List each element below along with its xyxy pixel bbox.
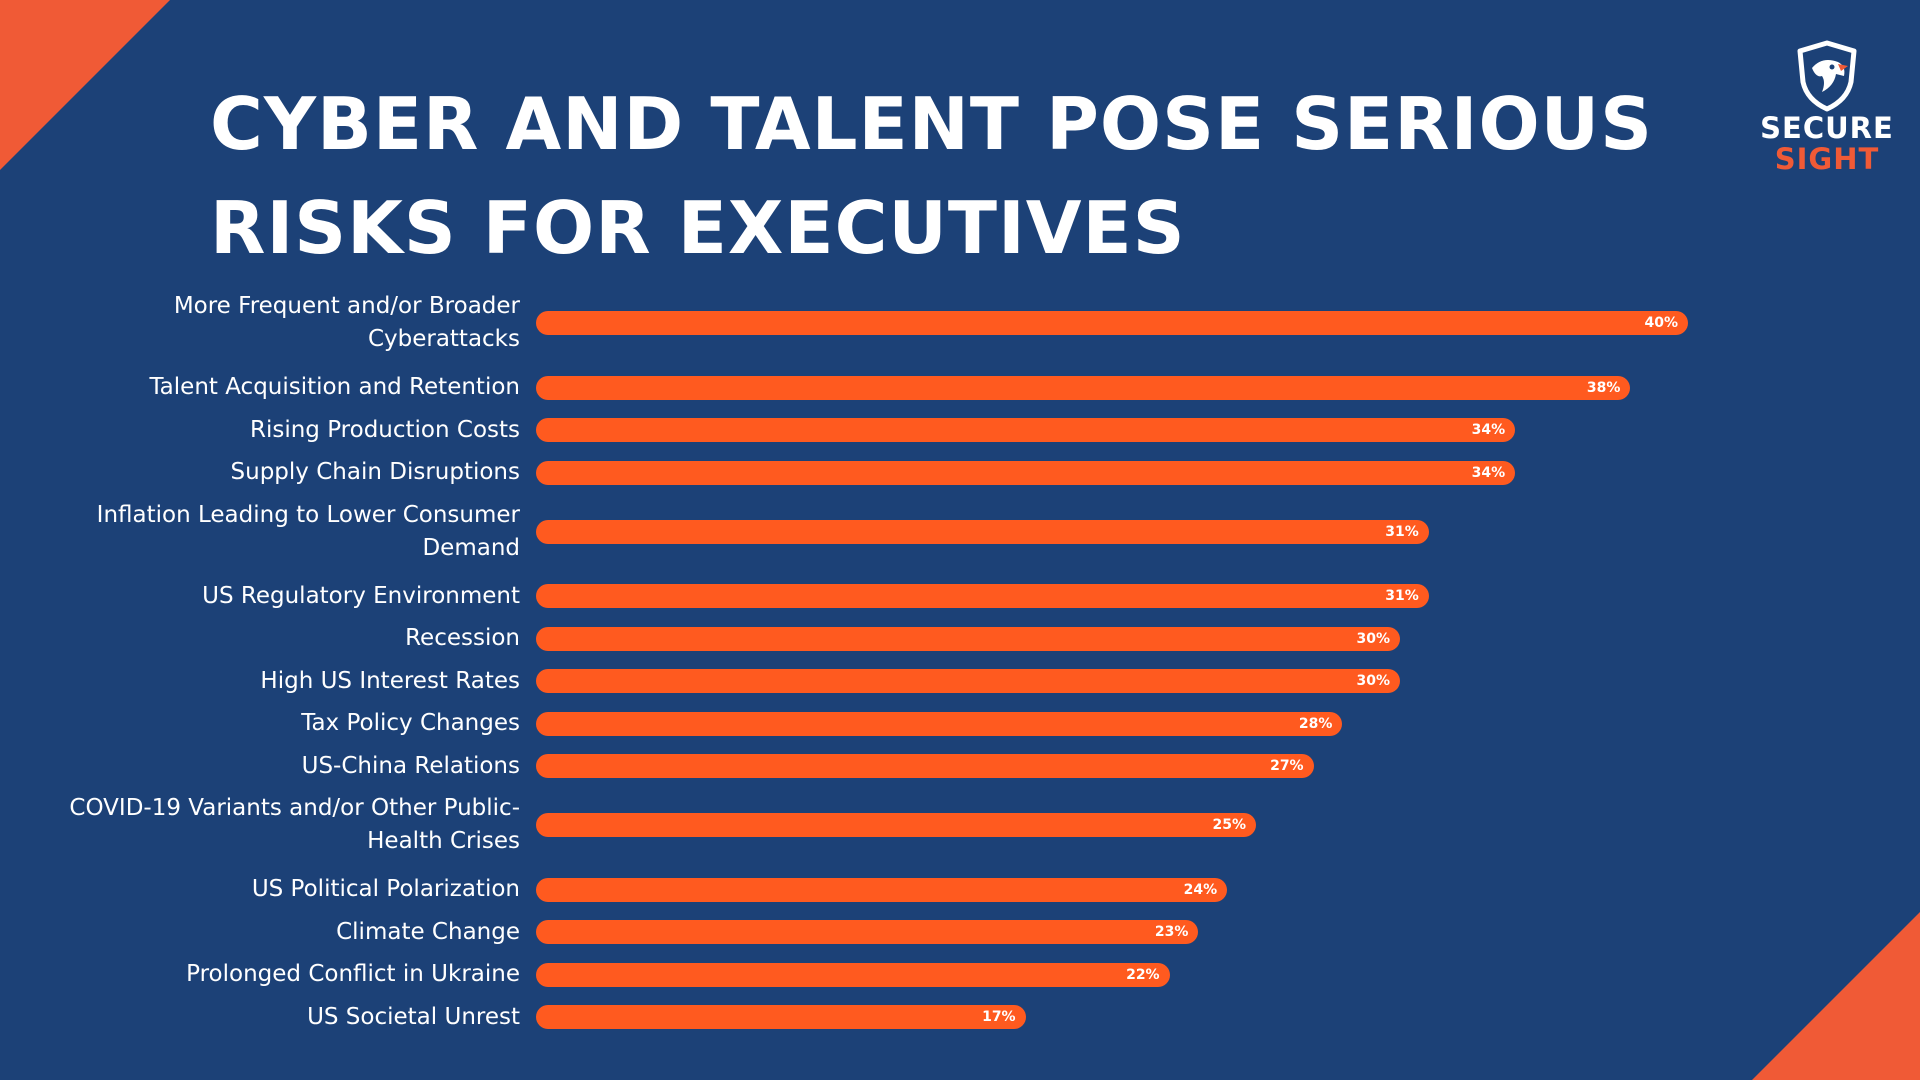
risk-bar-chart: More Frequent and/or Broader Cyberattack… xyxy=(0,290,1920,1050)
category-label: Rising Production Costs xyxy=(249,416,520,443)
bar: 34% xyxy=(536,418,1516,442)
bar: 31% xyxy=(536,584,1429,608)
category-label: Climate Change xyxy=(336,918,520,945)
bar-value-label: 31% xyxy=(1385,523,1419,540)
category-label: US Societal Unrest xyxy=(307,1003,520,1030)
bar: 22% xyxy=(536,962,1170,987)
bar-value-label: 30% xyxy=(1356,630,1390,647)
brand-logo: SECURE SIGHT xyxy=(1752,40,1902,174)
bar-value-label: 17% xyxy=(982,1009,1016,1025)
category-label: Talent Acquisition and Retention xyxy=(149,374,520,400)
bar: 31% xyxy=(536,519,1429,544)
category-label: Prolonged Conflict in Ukraine xyxy=(186,961,520,987)
bar-value-label: 24% xyxy=(1183,881,1218,898)
logo-text-secure: SECURE xyxy=(1760,111,1894,145)
category-label: US Political Polarization xyxy=(251,876,520,902)
category-label: Supply Chain Disruptions xyxy=(230,459,520,485)
bar-value-label: 25% xyxy=(1212,817,1246,833)
bar: 23% xyxy=(536,920,1199,944)
bar-value-label: 28% xyxy=(1298,715,1333,732)
category-label: US Regulatory Environment xyxy=(202,582,520,609)
category-label: Recession xyxy=(405,625,520,651)
category-label: Tax Policy Changes xyxy=(301,710,520,736)
category-label: US-China Relations xyxy=(301,752,520,779)
bar: 28% xyxy=(536,711,1343,736)
bar: 25% xyxy=(536,813,1256,837)
bar: 27% xyxy=(536,754,1314,778)
bar-value-label: 34% xyxy=(1471,464,1506,481)
bar: 24% xyxy=(536,877,1228,902)
bar-value-label: 31% xyxy=(1385,588,1419,604)
bar: 40% xyxy=(536,311,1688,335)
eagle-shield-icon xyxy=(1797,40,1857,112)
corner-accent-top-left xyxy=(0,0,170,170)
bar-value-label: 27% xyxy=(1270,758,1304,774)
category-label: More Frequent and/or Broader Cyberattack… xyxy=(173,293,520,352)
page-title: CYBER AND TALENT POSE SERIOUS RISKS FOR … xyxy=(210,82,1653,270)
bar: 34% xyxy=(536,460,1516,485)
bar-value-label: 40% xyxy=(1644,315,1678,331)
category-label: COVID-19 Variants and/or Other Public-He… xyxy=(69,795,520,854)
bar-value-label: 23% xyxy=(1154,924,1189,940)
bar: 38% xyxy=(536,375,1631,400)
category-label: High US Interest Rates xyxy=(260,667,520,694)
bar-value-label: 34% xyxy=(1471,422,1506,438)
bar: 30% xyxy=(536,669,1400,693)
bar: 17% xyxy=(536,1005,1026,1029)
bar-value-label: 22% xyxy=(1126,966,1160,983)
bar-value-label: 30% xyxy=(1356,673,1390,689)
logo-text-sight: SIGHT xyxy=(1774,142,1880,176)
bar-value-label: 38% xyxy=(1586,379,1621,396)
bar: 30% xyxy=(536,626,1400,651)
category-label: Inflation Leading to Lower Consumer Dema… xyxy=(96,501,520,561)
